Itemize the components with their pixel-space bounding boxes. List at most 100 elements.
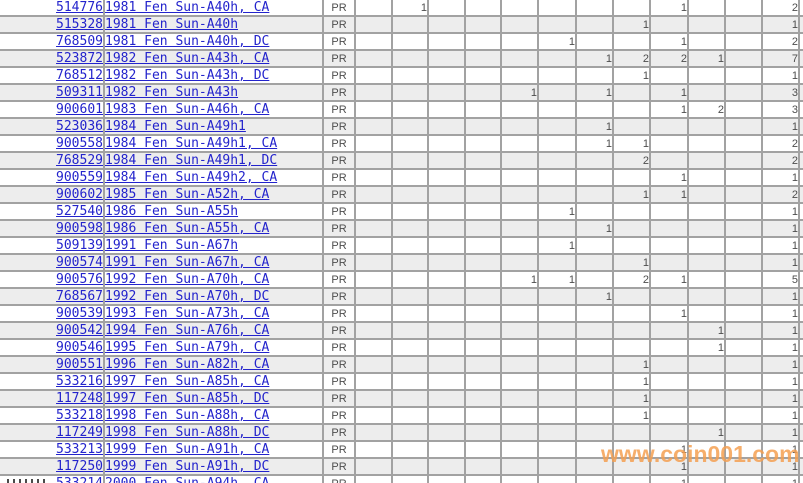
cert-number-link[interactable]: 515328 (56, 17, 103, 32)
coin-description-link[interactable]: 1981 Fen Sun-A40h (105, 17, 239, 32)
cert-number-cell: 900542 (0, 322, 105, 340)
coin-description-link[interactable]: 1982 Fen Sun-A43h (105, 85, 239, 100)
total-cell: 1 (762, 356, 800, 374)
cert-number-link[interactable]: 900542 (56, 323, 103, 338)
cert-number-link[interactable]: 768567 (56, 289, 103, 304)
coin-description-link[interactable]: 1986 Fen Sun-A55h (105, 204, 239, 219)
coin-description-link[interactable]: 1984 Fen Sun-A49h2, CA (105, 170, 278, 185)
coin-description-link[interactable]: 1981 Fen Sun-A40h, DC (105, 34, 270, 49)
coin-description-link[interactable]: 1984 Fen Sun-A49h1 (105, 119, 246, 134)
count-cell (650, 373, 689, 391)
count-cell (392, 458, 429, 476)
coin-description-link[interactable]: 1984 Fen Sun-A49h1, DC (105, 153, 278, 168)
count-cell (725, 305, 763, 323)
cert-number-link[interactable]: 117250 (56, 459, 103, 474)
coin-description-cell: 1981 Fen Sun-A40h, DC (104, 33, 324, 51)
cert-number-link[interactable]: 514776 (56, 0, 103, 15)
count-cell: 1 (501, 84, 539, 102)
grade-cell: PR (323, 33, 356, 51)
coin-description-link[interactable]: 1982 Fen Sun-A43h, CA (105, 51, 270, 66)
coin-description-link[interactable]: 1982 Fen Sun-A43h, DC (105, 68, 270, 83)
cert-number-link[interactable]: 523872 (56, 51, 103, 66)
coin-description-link[interactable]: 1999 Fen Sun-A91h, CA (105, 442, 270, 457)
coin-description-link[interactable]: 1993 Fen Sun-A73h, CA (105, 306, 270, 321)
coin-description-link[interactable]: 1981 Fen Sun-A40h, CA (105, 0, 270, 15)
coin-description-link[interactable]: 1997 Fen Sun-A85h, CA (105, 374, 270, 389)
count-cell (428, 458, 466, 476)
cert-number-link[interactable]: 900546 (56, 340, 103, 355)
cert-number-link[interactable]: 900559 (56, 170, 103, 185)
coin-description-link[interactable]: 1998 Fen Sun-A88h, DC (105, 425, 270, 440)
table-row: 768509 1981 Fen Sun-A40h, DC PR 1 1 2 (0, 33, 803, 51)
count-cell (725, 16, 763, 34)
edge-sliver-cell (799, 339, 803, 357)
count-cell (465, 101, 502, 119)
coin-description-link[interactable]: 1994 Fen Sun-A76h, CA (105, 323, 270, 338)
cert-number-cell: 900546 (0, 339, 105, 357)
count-cell (688, 135, 726, 153)
cert-number-link[interactable]: 533213 (56, 442, 103, 457)
coin-description-cell: 1998 Fen Sun-A88h, DC (104, 424, 324, 442)
count-cell (392, 33, 429, 51)
cert-number-link[interactable]: 117249 (56, 425, 103, 440)
count-cell (465, 33, 502, 51)
coin-description-link[interactable]: 1986 Fen Sun-A55h, CA (105, 221, 270, 236)
cert-number-link[interactable]: 900598 (56, 221, 103, 236)
cert-number-cell: 533216 (0, 373, 105, 391)
count-cell: 2 (613, 152, 651, 170)
count-cell (465, 407, 502, 425)
count-cell (355, 220, 393, 238)
count-cell (538, 67, 577, 85)
count-cell (688, 356, 726, 374)
cert-number-link[interactable]: 523036 (56, 119, 103, 134)
count-cell (538, 339, 577, 357)
cert-number-link[interactable]: 900574 (56, 255, 103, 270)
coin-description-link[interactable]: 1991 Fen Sun-A67h (105, 238, 239, 253)
cert-number-link[interactable]: 900601 (56, 102, 103, 117)
table-row: 515328 1981 Fen Sun-A40h PR 1 1 (0, 16, 803, 34)
cert-number-link[interactable]: 117248 (56, 391, 103, 406)
cert-number-link[interactable]: 900551 (56, 357, 103, 372)
coin-description-link[interactable]: 1992 Fen Sun-A70h, CA (105, 272, 270, 287)
count-cell (576, 441, 614, 459)
grade-cell: PR (323, 101, 356, 119)
coin-description-link[interactable]: 1984 Fen Sun-A49h1, CA (105, 136, 278, 151)
coin-description-link[interactable]: 1996 Fen Sun-A82h, CA (105, 357, 270, 372)
count-cell (355, 169, 393, 187)
cert-number-link[interactable]: 900539 (56, 306, 103, 321)
count-cell: 1 (650, 458, 689, 476)
count-cell (428, 390, 466, 408)
coin-description-link[interactable]: 1992 Fen Sun-A70h, DC (105, 289, 270, 304)
cert-number-link[interactable]: 533218 (56, 408, 103, 423)
cert-number-link[interactable]: 527540 (56, 204, 103, 219)
cert-number-link[interactable]: 509139 (56, 238, 103, 253)
cert-number-link[interactable]: 900576 (56, 272, 103, 287)
coin-description-cell: 1982 Fen Sun-A43h, CA (104, 50, 324, 68)
coin-description-link[interactable]: 1991 Fen Sun-A67h, CA (105, 255, 270, 270)
coin-description-link[interactable]: 1985 Fen Sun-A52h, CA (105, 187, 270, 202)
coin-description-link[interactable]: 2000 Fen Sun-A94h, CA (105, 476, 269, 483)
coin-description-link[interactable]: 1995 Fen Sun-A79h, CA (105, 340, 270, 355)
count-cell: 1 (576, 220, 614, 238)
cert-number-link[interactable]: 900602 (56, 187, 103, 202)
cert-number-link[interactable]: 533216 (56, 374, 103, 389)
coin-description-link[interactable]: 1983 Fen Sun-A46h, CA (105, 102, 270, 117)
coin-description-link[interactable]: 1997 Fen Sun-A85h, DC (105, 391, 270, 406)
cert-number-link[interactable]: 900558 (56, 136, 103, 151)
table-row: 5332142000 Fen Sun-A94h, CA PR 1 1 (0, 475, 803, 483)
count-cell (392, 186, 429, 204)
count-cell (501, 135, 539, 153)
grade-cell: PR (323, 339, 356, 357)
cert-number-link[interactable]: 533214 (56, 476, 102, 483)
cert-number-link[interactable]: 768512 (56, 68, 103, 83)
cert-number-cell: 900539 (0, 305, 105, 323)
coin-description-link[interactable]: 1999 Fen Sun-A91h, DC (105, 459, 270, 474)
cert-number-cell: 527540 (0, 203, 105, 221)
table-row: 533218 1998 Fen Sun-A88h, CA PR 1 1 (0, 407, 803, 425)
cert-number-link[interactable]: 768529 (56, 153, 103, 168)
cert-number-link[interactable]: 768509 (56, 34, 103, 49)
coin-description-link[interactable]: 1998 Fen Sun-A88h, CA (105, 408, 270, 423)
count-cell (428, 186, 466, 204)
count-cell (428, 203, 466, 221)
cert-number-link[interactable]: 509311 (56, 85, 103, 100)
